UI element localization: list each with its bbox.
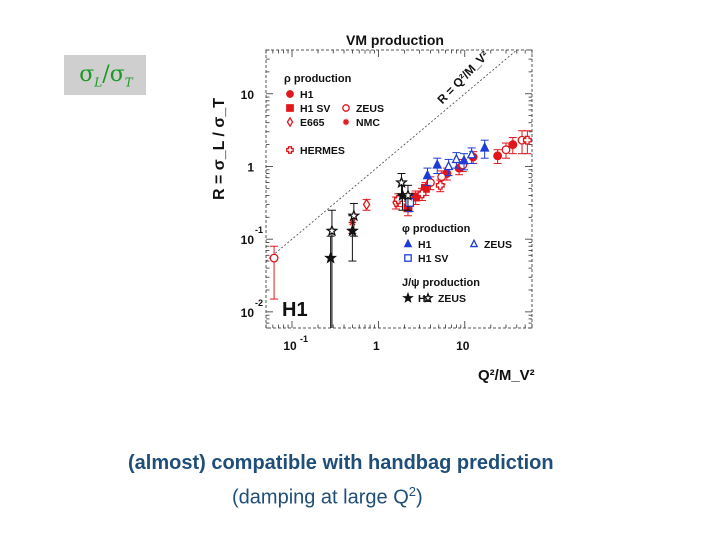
- legend-entry-label: H1: [300, 89, 314, 101]
- data-point: [422, 169, 433, 180]
- data-point: [522, 135, 532, 145]
- caption-line-1: (almost) compatible with handbag predict…: [128, 452, 554, 474]
- legend-entry-label: H1: [418, 239, 432, 251]
- legend-marker: [469, 238, 479, 248]
- legend-marker: [342, 118, 350, 126]
- y-tick-label: 10: [241, 233, 255, 247]
- caption-line-2-sup: 2: [408, 484, 416, 499]
- y-tick-exponent: -2: [255, 298, 263, 308]
- x-tick-label: 10: [456, 339, 470, 353]
- x-tick-label: 1: [373, 339, 380, 353]
- data-point: [493, 151, 503, 161]
- legend-entry-label: H1 SV: [300, 103, 330, 115]
- data-point: [347, 208, 361, 222]
- legend-entry-label: ZEUS: [438, 293, 466, 305]
- legend-entry-label: ZEUS: [484, 239, 512, 251]
- x-tick-exponent: -1: [300, 334, 308, 344]
- caption-line-2-prefix: (damping at large Q: [232, 486, 409, 509]
- data-point: [508, 140, 518, 150]
- diagonal-label: R = Q²/M_V²: [434, 48, 491, 106]
- data-point: [345, 223, 359, 237]
- chart-title: VM production: [346, 32, 444, 48]
- legend-marker: [402, 291, 414, 303]
- data-point: [362, 198, 371, 211]
- data-point: [479, 141, 490, 152]
- legend-entry-label: E665: [300, 117, 325, 129]
- data-point: [437, 172, 447, 182]
- series--zeus: [443, 147, 477, 177]
- data-point: [411, 192, 421, 202]
- plot-frame: [265, 49, 533, 329]
- x-axis-label: Q²/M_V²: [478, 367, 535, 384]
- caption-line-2: (damping at large Q2): [232, 484, 423, 510]
- legend-entry-label: ZEUS: [356, 103, 384, 115]
- data-point: [395, 175, 408, 189]
- data-point: [451, 153, 462, 164]
- sigma-ratio-badge: σL/σT: [64, 55, 146, 95]
- y-axis-label: R = σ_L / σ_T: [211, 98, 228, 200]
- handbag-diagonal-line: [265, 49, 518, 262]
- series--h1: [422, 139, 490, 186]
- h1-corner-label: H1: [282, 299, 308, 321]
- data-point: [405, 197, 415, 207]
- data-point: [435, 180, 445, 190]
- legend-marker: [342, 104, 350, 112]
- legend-group-title: φ production: [402, 223, 471, 235]
- data-point: [501, 145, 511, 155]
- legend-marker: [404, 254, 412, 262]
- legend-group-title: J/ψ production: [402, 277, 480, 289]
- badge-sigma-1: σ: [79, 62, 95, 87]
- badge-sub-l: L: [94, 75, 103, 90]
- series-j-zeus: [325, 173, 415, 328]
- data-point: [459, 154, 469, 165]
- data-point: [466, 148, 477, 159]
- y-tick-exponent: -1: [255, 225, 263, 235]
- data-point: [443, 160, 454, 171]
- legend-entry-label: HERMES: [300, 145, 345, 157]
- legend-group-title: ρ production: [284, 73, 352, 85]
- legend-entry-label: NMC: [356, 117, 380, 129]
- y-tick-label: 10: [241, 306, 255, 320]
- legend-marker: [422, 291, 434, 303]
- badge-slash: /: [102, 62, 110, 87]
- legend-marker: [286, 116, 294, 128]
- data-point: [269, 253, 279, 263]
- legend-marker: [403, 238, 413, 248]
- legend-marker: [286, 104, 294, 112]
- y-tick-label: 10: [241, 88, 255, 102]
- badge-sub-t: T: [124, 75, 133, 90]
- legend-entry-label: H1 SV: [418, 253, 448, 265]
- y-tick-label: 1: [247, 160, 254, 174]
- x-tick-label: 10: [283, 339, 297, 353]
- data-point: [432, 158, 443, 169]
- legend-marker: [286, 90, 294, 98]
- badge-sigma-2: σ: [109, 62, 125, 87]
- data-point: [325, 224, 339, 237]
- legend-marker: [286, 146, 294, 154]
- data-point: [417, 189, 427, 199]
- data-point: [324, 251, 338, 264]
- data-point: [401, 188, 415, 201]
- caption-line-2-suffix: ): [416, 486, 423, 509]
